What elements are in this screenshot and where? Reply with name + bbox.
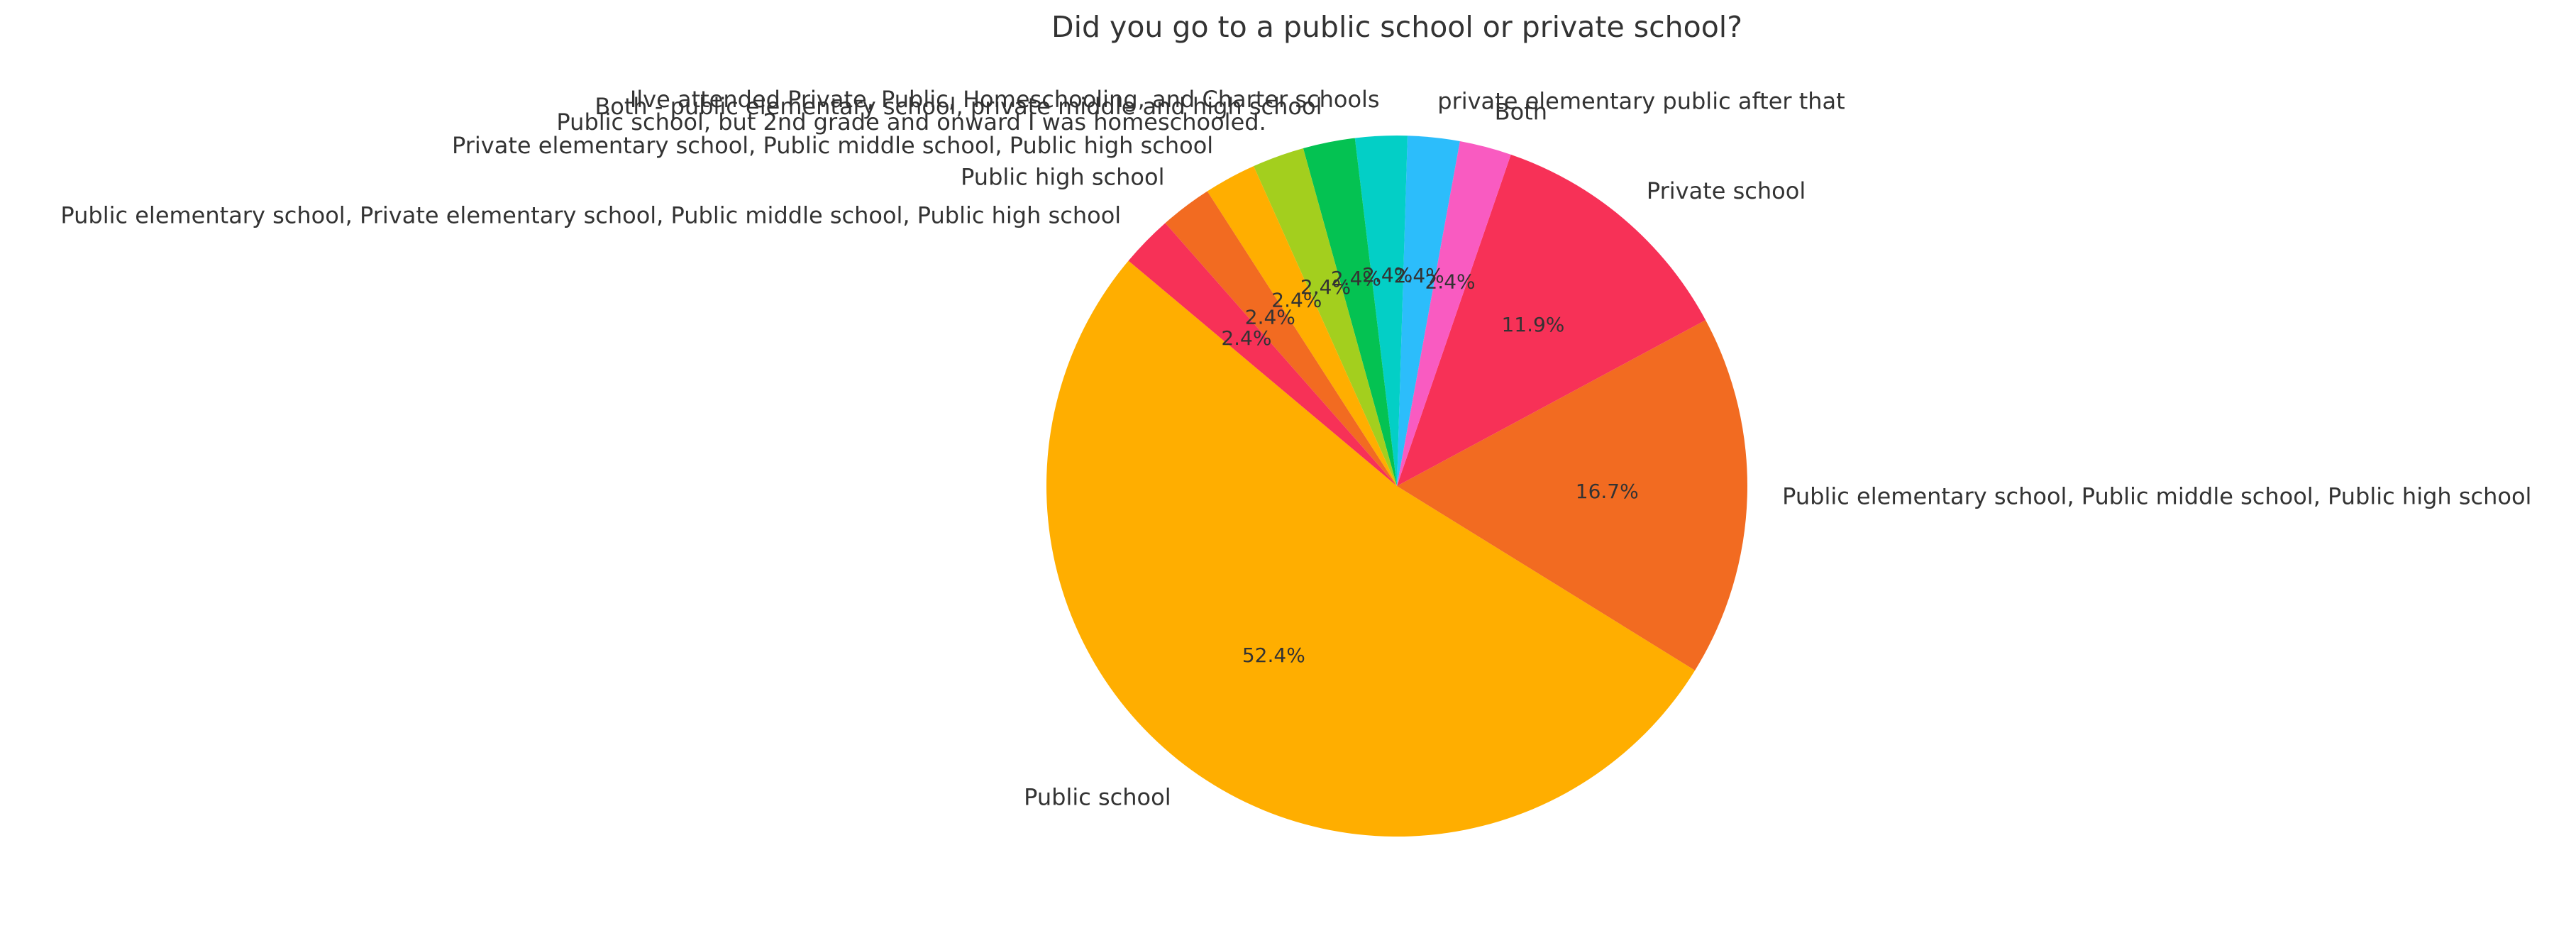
chart-title: Did you go to a public school or private… [1051, 10, 1742, 44]
pie-slice [1254, 148, 1397, 487]
pie-slice [1303, 138, 1397, 486]
slice-category-label: Public high school [961, 163, 1164, 190]
slice-percent-label: 2.4% [1394, 264, 1444, 287]
slice-category-label: Public elementary school, Public middle … [1782, 482, 2531, 509]
pie-slice [1046, 260, 1696, 837]
pie-slice [1354, 136, 1408, 486]
slice-percent-label: 2.4% [1331, 267, 1381, 290]
slice-percent-label: 16.7% [1576, 480, 1639, 503]
slice-category-label: Both - public elementary school, private… [595, 93, 1322, 120]
slice-percent-label: 2.4% [1362, 263, 1413, 287]
slice-percent-label: 2.4% [1221, 326, 1271, 350]
percent-labels: 52.4%16.7%11.9%2.4%2.4%2.4%2.4%2.4%2.4%2… [1221, 263, 1638, 667]
slice-percent-label: 52.4% [1242, 644, 1305, 667]
pie-slice [1397, 141, 1511, 487]
pie-slice [1165, 191, 1397, 486]
slice-percent-label: 2.4% [1300, 275, 1351, 299]
pie-slice [1397, 136, 1460, 486]
slice-percent-label: 2.4% [1245, 305, 1295, 329]
slice-category-label: Public school, but 2nd grade and onward … [556, 109, 1266, 136]
slice-category-label: Private elementary school, Public middle… [452, 132, 1213, 159]
slice-category-label: Public elementary school, Private elemen… [60, 202, 1121, 228]
pie-slice [1397, 154, 1706, 487]
pie-slices [1046, 136, 1748, 837]
slice-category-label: Both [1495, 98, 1547, 125]
slice-percent-label: 11.9% [1501, 313, 1564, 336]
pie-slice [1128, 223, 1397, 486]
slice-category-label: private elementary public after that [1437, 88, 1845, 115]
category-labels: Public school Public elementary school, P… [60, 86, 2531, 810]
slice-category-label: Ilve attended Private, Public, Homeschoo… [630, 86, 1380, 113]
pie-slice [1207, 166, 1397, 486]
slice-category-label: Private school [1647, 177, 1806, 204]
slice-category-label: Public school [1024, 783, 1171, 810]
pie-slice [1397, 320, 1748, 671]
slice-percent-label: 2.4% [1271, 288, 1322, 311]
slice-percent-label: 2.4% [1425, 270, 1475, 293]
